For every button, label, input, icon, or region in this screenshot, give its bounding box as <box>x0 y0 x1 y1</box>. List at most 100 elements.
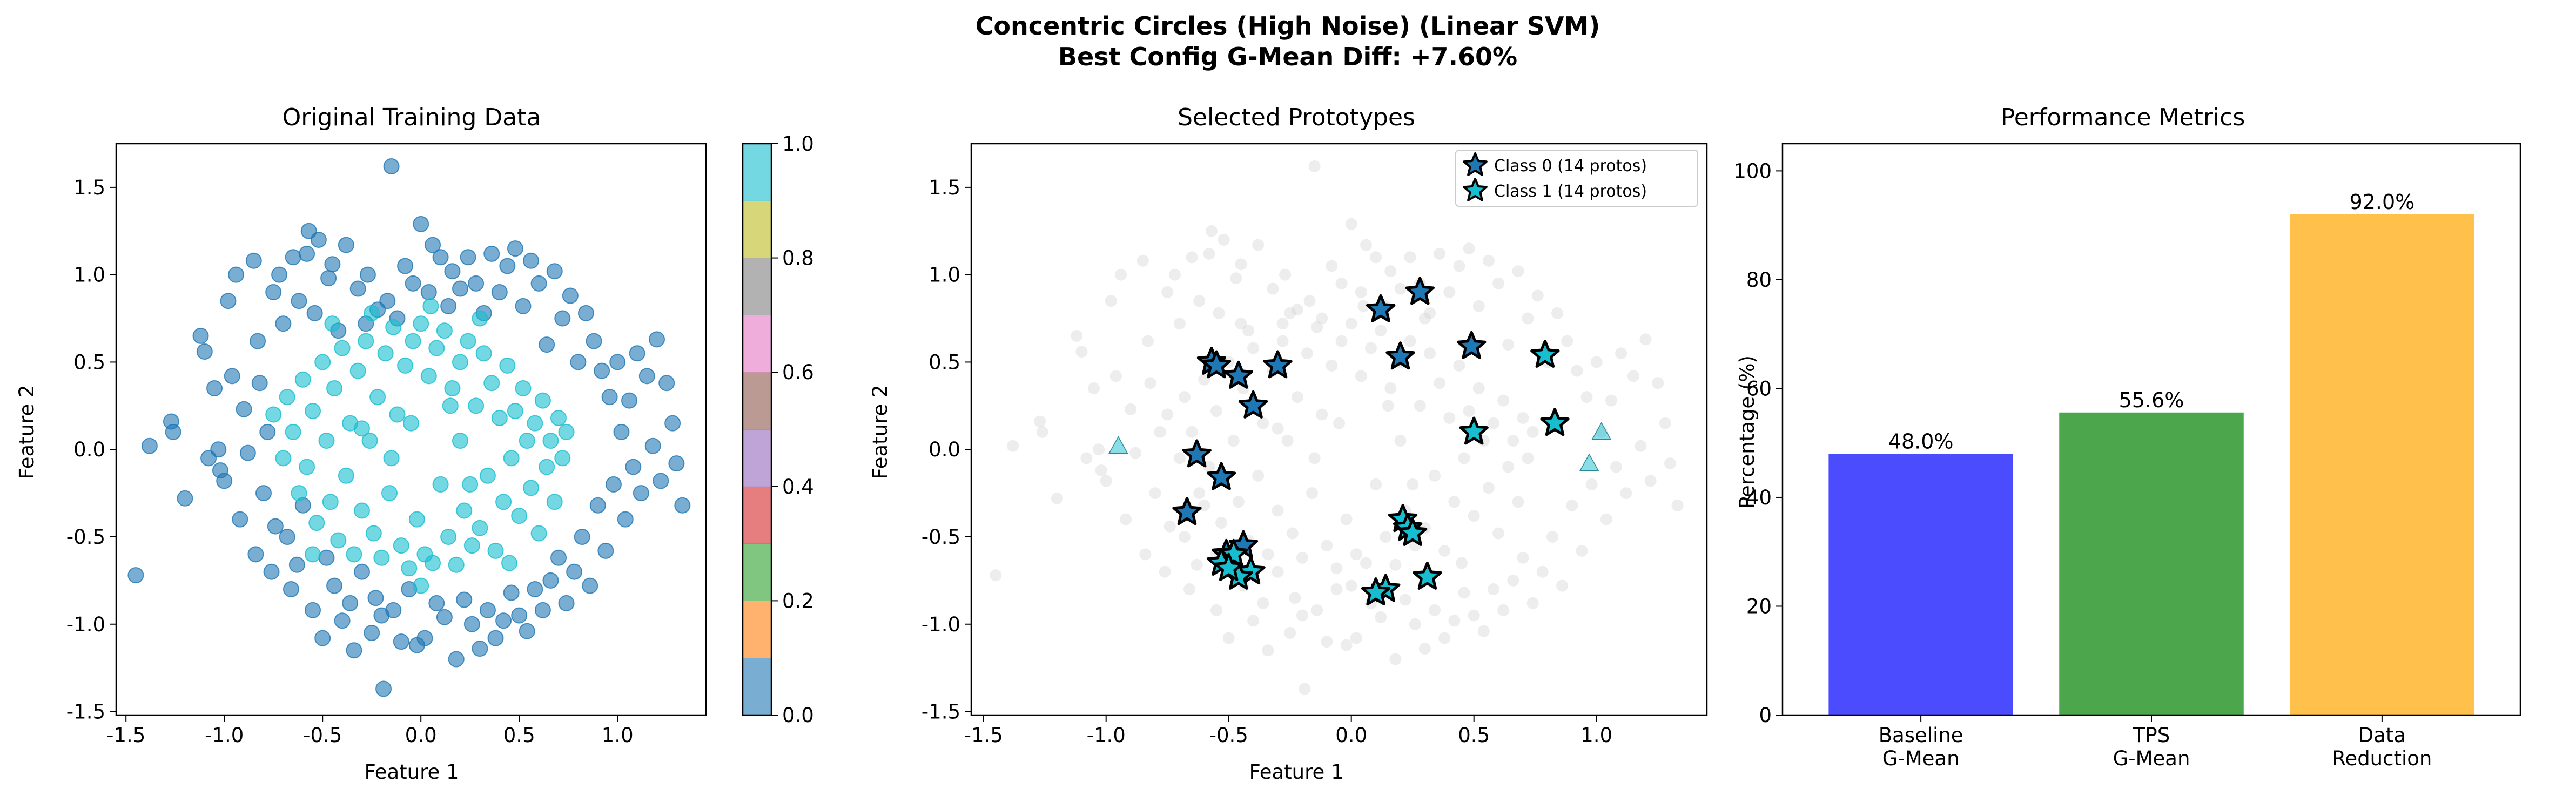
background-point <box>1382 400 1394 412</box>
class0-point <box>320 270 337 287</box>
panel1-xtick-label: 1.0 <box>602 724 634 747</box>
colorbar-segment <box>743 543 771 601</box>
class0-point <box>586 333 602 349</box>
class0-point <box>255 485 272 502</box>
colorbar-segment <box>743 429 771 487</box>
class1-point <box>483 375 500 392</box>
background-point <box>1571 365 1583 377</box>
background-point <box>1463 405 1475 417</box>
background-point <box>1149 487 1161 500</box>
class1-point <box>428 340 445 356</box>
panel2-ytick-label: 0.5 <box>929 351 960 374</box>
background-point <box>1321 636 1333 648</box>
background-point <box>1311 321 1323 333</box>
panel3-ytick-label: 0 <box>1759 704 1772 727</box>
class0-point <box>310 231 327 248</box>
figure-title-line2: Best Config G-Mean Diff: +7.60% <box>1058 42 1517 71</box>
class1-point <box>436 322 453 339</box>
class0-prototype-star <box>1206 462 1236 490</box>
class1-prototype-star <box>1413 561 1442 590</box>
panel3-ytick-label: 80 <box>1746 268 1772 292</box>
class0-point <box>349 280 366 297</box>
background-point <box>1203 247 1215 260</box>
metric-bar-value-label: 92.0% <box>2350 190 2415 214</box>
colorbar-tick-label: 0.6 <box>782 361 814 384</box>
colorbar-segment <box>743 486 771 544</box>
class0-point <box>617 511 634 528</box>
background-point <box>1308 160 1321 173</box>
panel2-xtick-label: -0.5 <box>1209 724 1248 747</box>
legend-class1-label: Class 1 (14 protos) <box>1494 182 1647 201</box>
class0-point <box>554 310 571 327</box>
class1-point <box>425 555 441 571</box>
background-point <box>1453 359 1465 372</box>
background-point <box>1472 382 1485 394</box>
colorbar-segment <box>743 144 771 201</box>
class1-point <box>397 357 414 374</box>
class1-point <box>444 380 461 396</box>
class0-point <box>625 459 642 475</box>
panel1-ytick-label: 0.5 <box>73 351 105 374</box>
class1-point <box>305 546 321 563</box>
background-point <box>1120 513 1132 525</box>
background-point <box>1389 653 1402 665</box>
class0-point <box>405 275 421 292</box>
class0-point <box>420 284 437 301</box>
class0-point <box>326 577 343 594</box>
panel1-ytick-label: -1.0 <box>66 613 105 636</box>
panel2-title: Selected Prototypes <box>1178 104 1415 131</box>
class1-point <box>460 333 476 349</box>
background-point <box>1279 268 1292 281</box>
background-point <box>1526 426 1539 438</box>
class1-point <box>472 520 488 536</box>
class1-point <box>334 340 351 356</box>
background-point <box>1301 347 1313 360</box>
background-point <box>1635 440 1647 452</box>
background-point <box>1345 579 1357 592</box>
background-point <box>1458 452 1470 464</box>
class0-point <box>165 423 181 440</box>
selected-prototypes-panel: Selected Prototypes Feature 1 Feature 2 … <box>869 104 1708 784</box>
panel2-points <box>990 160 1684 695</box>
panel2-ylabel: Feature 2 <box>869 385 892 479</box>
background-point <box>1178 391 1191 403</box>
class1-point <box>462 476 479 493</box>
background-point <box>1507 574 1519 587</box>
class0-point <box>251 375 268 392</box>
class0-point <box>539 336 555 353</box>
triangle-marker <box>1579 453 1599 471</box>
background-point <box>1429 604 1441 616</box>
background-point <box>1186 251 1198 264</box>
colorbar-frame <box>742 143 772 716</box>
class0-prototype-star <box>1182 439 1212 468</box>
panel2-ytick-label: -0.5 <box>922 525 960 549</box>
colorbar-tick-label: 1.0 <box>782 132 814 156</box>
class1-prototype-star <box>1214 552 1243 581</box>
class0-point <box>192 327 209 344</box>
legend-class0-marker <box>1463 152 1488 176</box>
class1-point <box>530 525 547 542</box>
background-point <box>1125 403 1137 415</box>
class0-point <box>385 602 402 618</box>
class1-point <box>452 354 468 370</box>
background-point <box>1394 282 1407 295</box>
class0-point <box>364 624 380 641</box>
background-point <box>1284 626 1296 639</box>
background-point <box>1517 412 1529 424</box>
class1-prototype-star <box>1459 416 1489 445</box>
colorbar-segment <box>743 200 771 259</box>
class0-point <box>542 572 559 589</box>
class0-point <box>354 563 370 580</box>
panel1-title: Original Training Data <box>283 104 541 131</box>
background-point <box>1330 583 1343 596</box>
class0-point <box>658 375 675 392</box>
class0-prototype-star <box>1172 497 1202 525</box>
legend-class0-label: Class 0 (14 protos) <box>1494 157 1647 176</box>
background-point <box>1007 440 1019 452</box>
colorbar: 0.0 0.2 0.4 0.6 0.8 1.0 <box>742 132 814 727</box>
class0-prototype-star <box>1223 360 1254 389</box>
background-point <box>1173 452 1186 464</box>
class0-point <box>141 437 158 454</box>
background-point <box>1203 461 1215 473</box>
class1-point <box>349 362 366 379</box>
